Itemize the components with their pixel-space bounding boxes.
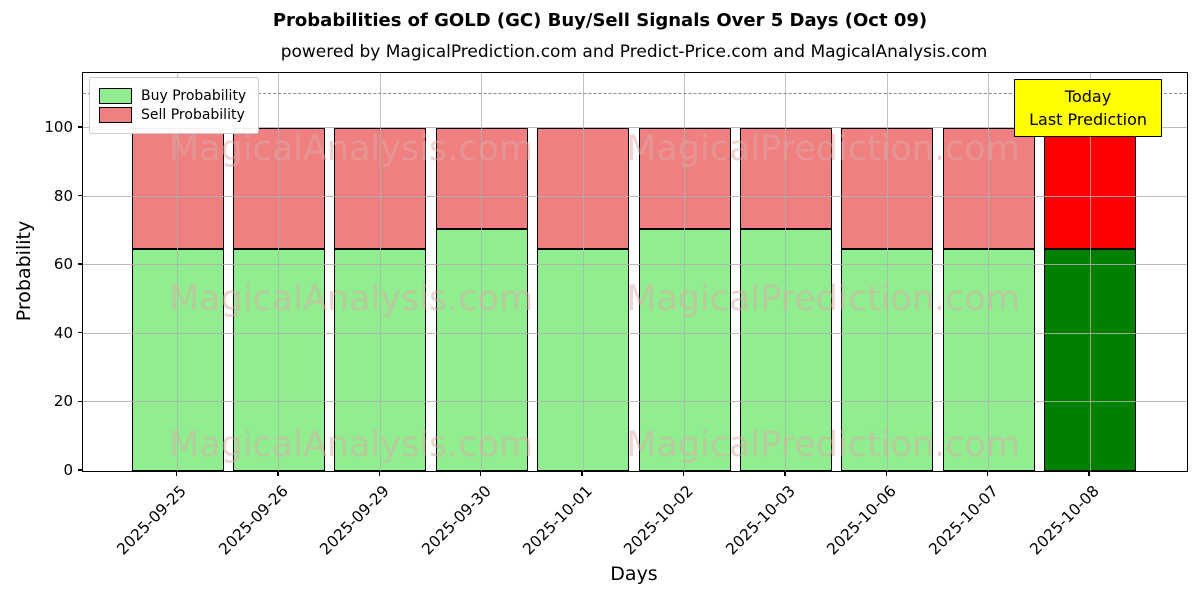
y-tick-mark — [77, 400, 82, 403]
annotation-line-1: Today — [1064, 87, 1112, 106]
y-tick-label-100: 100 — [44, 117, 73, 136]
today-annotation: Today Last Prediction — [1014, 79, 1162, 138]
x-tick-label-2025-09-30: 2025-09-30 — [417, 482, 495, 559]
h-gridline-100 — [83, 126, 1187, 128]
x-tick-label-2025-09-26: 2025-09-26 — [215, 482, 292, 559]
legend: Buy Probability Sell Probability — [89, 77, 260, 134]
annotation-line-2: Last Prediction — [1029, 110, 1147, 130]
h-gridline-60 — [83, 264, 1187, 266]
y-tick-mark — [77, 126, 82, 128]
x-tick-label-2025-10-02: 2025-10-02 — [620, 482, 698, 559]
x-tick-label-2025-09-29: 2025-09-29 — [316, 482, 394, 559]
x-tick-mark — [378, 471, 380, 477]
x-tick-mark — [885, 471, 887, 477]
v-gridline-2025-10-01 — [582, 73, 584, 471]
dashed-reference-line — [83, 92, 1187, 94]
x-tick-mark — [277, 471, 279, 477]
y-tick-label-20: 20 — [53, 392, 73, 411]
watermark-text: MagicalAnalysis.com — [168, 279, 534, 319]
x-tick-mark — [784, 471, 786, 477]
v-gridline-2025-10-03 — [785, 73, 787, 471]
x-tick-mark — [987, 471, 989, 477]
watermark-text: MagicalPrediction.com — [626, 279, 1020, 319]
legend-item-buy: Buy Probability — [99, 88, 246, 104]
chart-title: Probabilities of GOLD (GC) Buy/Sell Sign… — [272, 10, 928, 31]
y-tick-label-0: 0 — [63, 461, 73, 479]
y-tick-label-60: 60 — [53, 255, 73, 274]
x-axis-label: Days — [610, 563, 658, 585]
x-tick-label-2025-10-07: 2025-10-07 — [924, 482, 1002, 559]
y-tick-label-40: 40 — [53, 323, 73, 342]
legend-label-buy: Buy Probability — [141, 88, 247, 104]
buy-probability-swatch — [99, 88, 132, 104]
v-gridline-2025-09-29 — [379, 73, 381, 471]
sell-probability-swatch — [99, 107, 132, 123]
v-gridline-2025-09-26 — [278, 73, 280, 471]
x-tick-mark — [480, 471, 482, 477]
chart-subtitle: powered by MagicalPrediction.com and Pre… — [280, 42, 988, 62]
v-gridline-2025-10-02 — [683, 73, 686, 471]
y-tick-label-80: 80 — [53, 186, 73, 205]
y-tick-mark — [77, 469, 82, 471]
watermark-text: MagicalPrediction.com — [626, 129, 1020, 169]
x-tick-label-2025-10-08: 2025-10-08 — [1026, 482, 1103, 559]
h-gridline-20 — [83, 401, 1187, 403]
h-gridline-80 — [83, 195, 1187, 197]
x-tick-label-2025-10-06: 2025-10-06 — [823, 482, 901, 559]
y-tick-mark — [77, 263, 82, 265]
watermark-text: MagicalAnalysis.com — [168, 129, 534, 169]
v-gridline-2025-09-30 — [481, 73, 483, 471]
watermark-text: MagicalAnalysis.com — [168, 425, 534, 465]
legend-item-sell: Sell Probability — [99, 107, 246, 123]
v-gridline-2025-09-25 — [176, 73, 179, 471]
v-gridline-2025-10-06 — [886, 73, 888, 471]
v-gridline-2025-10-08 — [1089, 73, 1091, 471]
watermark-text: MagicalPrediction.com — [626, 425, 1020, 465]
v-gridline-2025-10-07 — [988, 73, 990, 471]
x-tick-label-2025-09-25: 2025-09-25 — [113, 482, 191, 559]
x-tick-mark — [1088, 471, 1090, 477]
x-tick-mark — [581, 471, 583, 477]
plot-area: MagicalAnalysis.com MagicalPrediction.com… — [82, 72, 1188, 472]
x-tick-label-2025-10-03: 2025-10-03 — [722, 482, 799, 559]
y-tick-mark — [77, 332, 82, 334]
legend-label-sell: Sell Probability — [141, 107, 245, 123]
y-axis-label: Probability — [13, 220, 35, 322]
x-tick-label-2025-10-01: 2025-10-01 — [519, 482, 596, 559]
x-tick-mark — [682, 471, 685, 477]
x-tick-mark — [175, 471, 178, 477]
h-gridline-40 — [83, 332, 1187, 334]
y-tick-mark — [77, 194, 82, 197]
